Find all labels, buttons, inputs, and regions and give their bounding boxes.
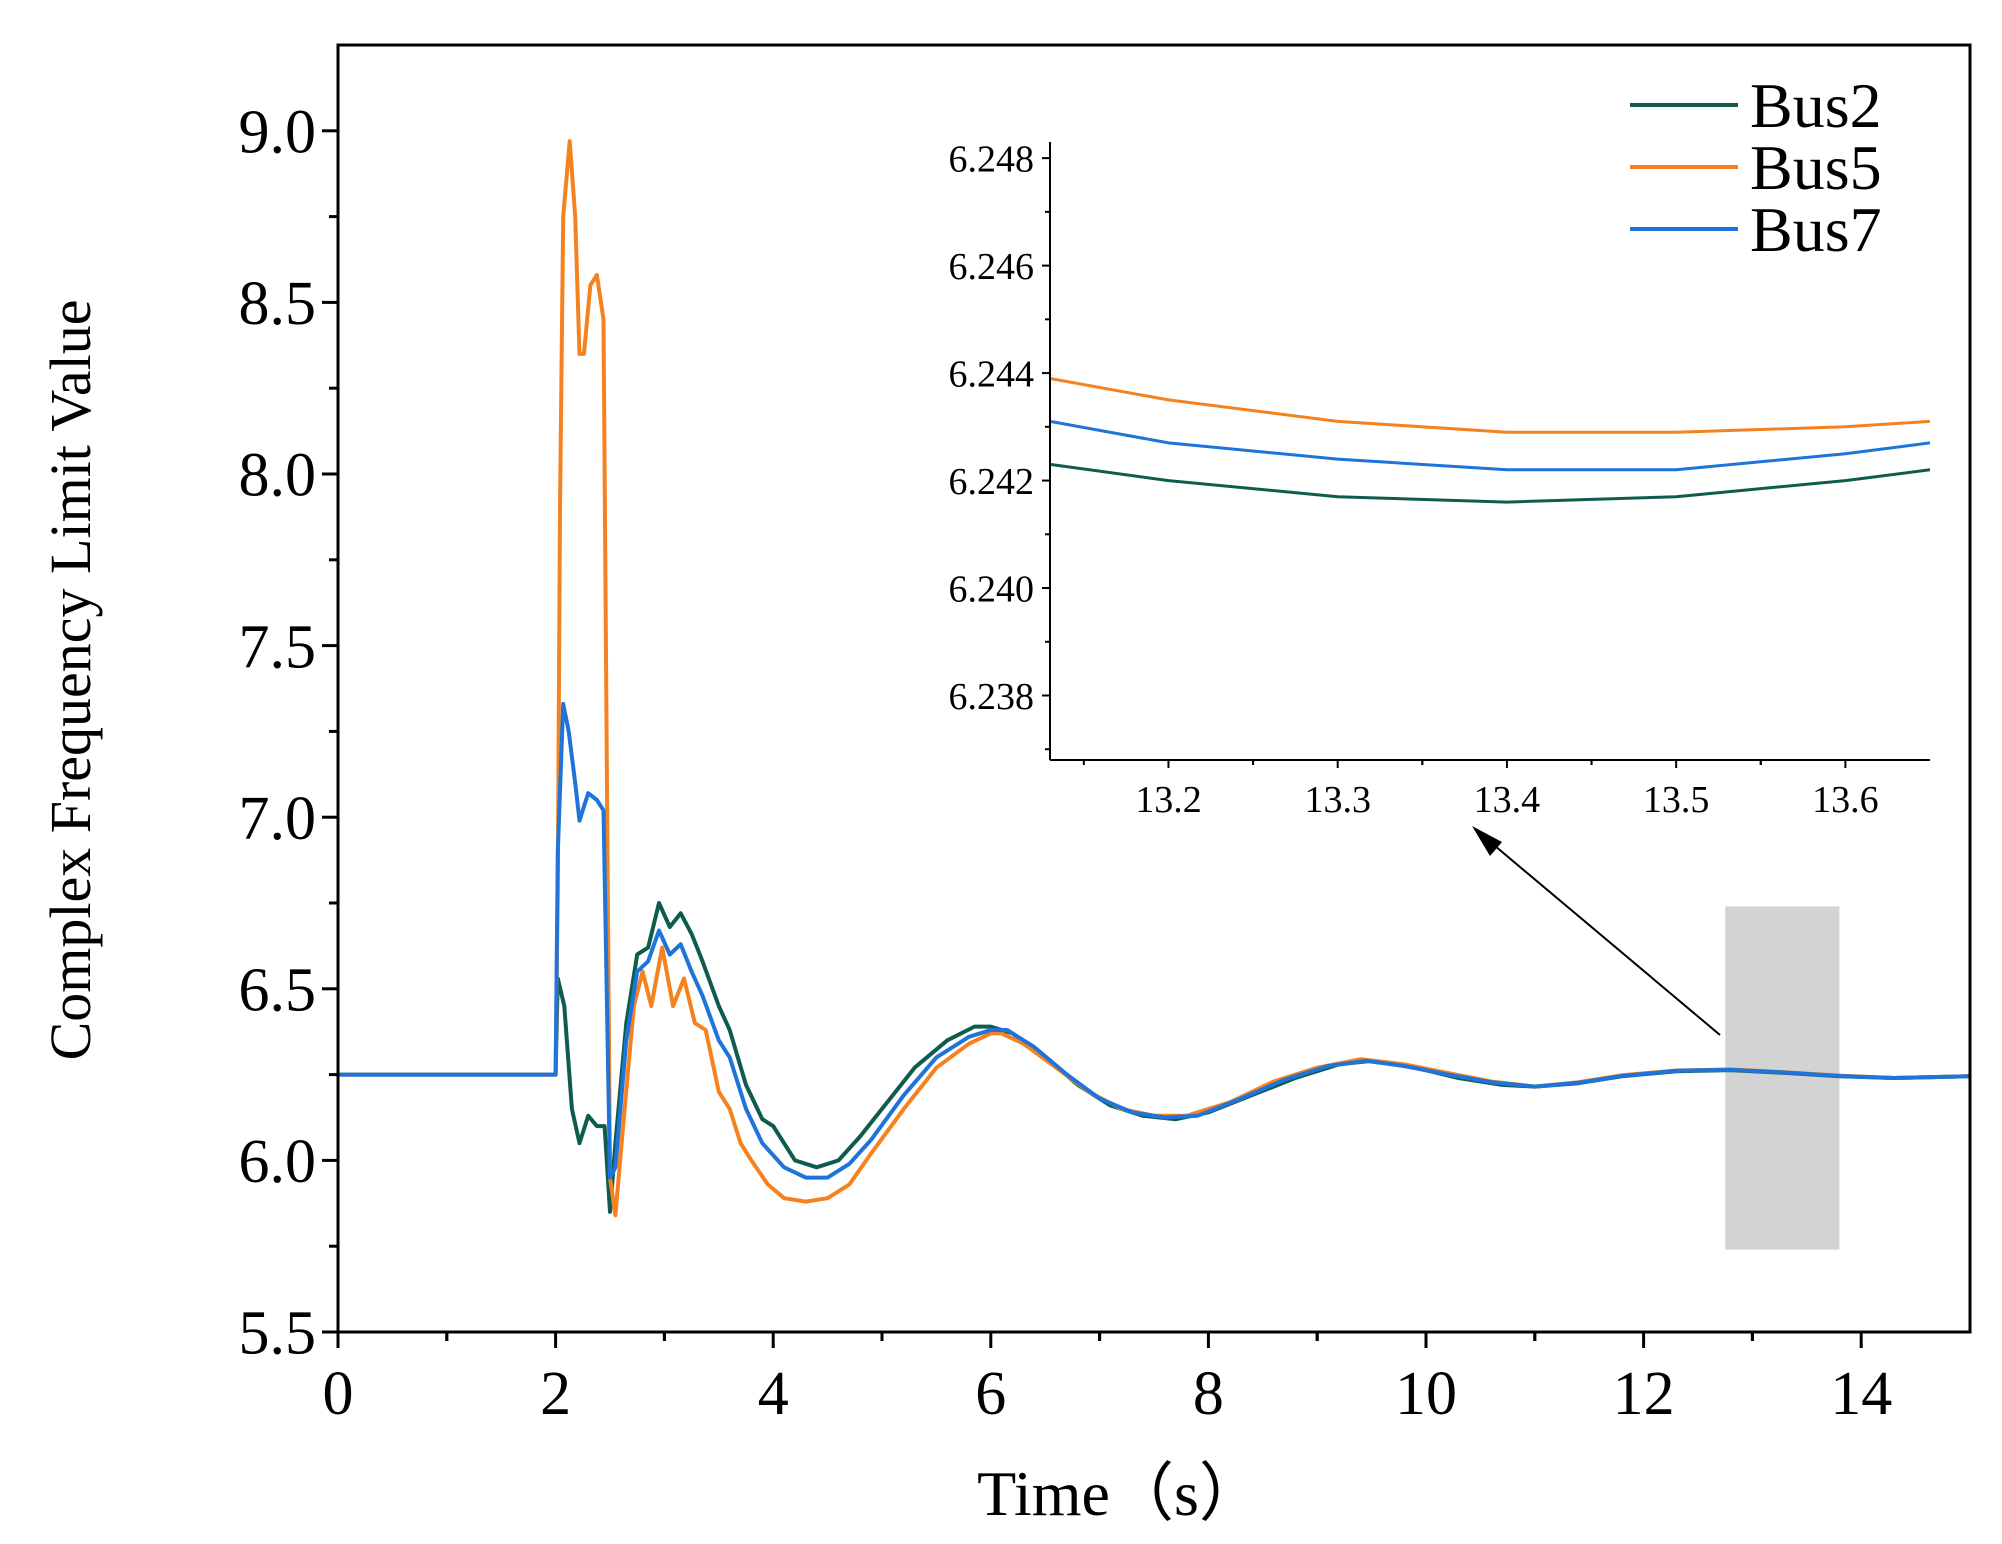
main-x-tick-label: 6	[975, 1360, 1006, 1428]
inset-x-tick-label: 13.6	[1812, 779, 1879, 821]
legend-label-bus2: Bus2	[1750, 70, 1882, 141]
inset-series-bus5	[1050, 377, 1930, 434]
main-x-tick-label: 8	[1193, 1360, 1224, 1428]
inset-y-tick-label: 6.240	[949, 568, 1035, 610]
inset-plot-area: 13.2 13.3 13.4 13.5 13.6 6.238 6.240 6.242 6.244…	[949, 138, 1930, 821]
inset-x-tick-label: 13.4	[1474, 779, 1541, 821]
inset-y-tick-label: 6.242	[949, 461, 1035, 503]
main-y-tick-label: 8.5	[239, 270, 317, 338]
main-highlight-region	[1725, 906, 1840, 1250]
main-x-tick-label: 2	[540, 1360, 571, 1428]
legend-label-bus7: Bus7	[1750, 194, 1882, 265]
zoom-arrowhead	[1472, 826, 1502, 856]
inset-x-tick-label: 13.3	[1304, 779, 1371, 821]
main-x-tick-label: 12	[1613, 1360, 1675, 1428]
y-axis-title: Complex Frequency Limit Value	[38, 300, 103, 1061]
inset-y-tick-label: 6.246	[949, 246, 1035, 288]
legend-label-bus5: Bus5	[1750, 132, 1882, 203]
main-plot-area: 0 2 4 6 8 10 12 14 5.5 6.0 6.5 7.0 7.5 8.0 8.5 9.0	[239, 43, 1972, 1428]
main-y-tick-label: 7.5	[239, 613, 317, 681]
main-series-bus7	[338, 701, 1970, 1180]
main-x-tick-label: 4	[758, 1360, 789, 1428]
main-x-tick-label: 10	[1395, 1360, 1457, 1428]
main-plot-frame	[336, 43, 1972, 1334]
main-y-tick-label: 8.0	[239, 442, 317, 510]
x-axis-title: Time（s）	[977, 1458, 1263, 1529]
main-y-tick-label: 7.0	[239, 785, 317, 853]
main-x-tick-label: 14	[1830, 1360, 1892, 1428]
inset-y-tick-label: 6.248	[949, 138, 1035, 180]
inset-series-bus7	[1050, 419, 1930, 472]
inset-x-tick-label: 13.5	[1643, 779, 1710, 821]
inset-series-bus2	[1050, 462, 1930, 504]
inset-x-tick-label: 13.2	[1135, 779, 1202, 821]
main-x-tick-label: 0	[323, 1360, 354, 1428]
main-y-tick-label: 6.0	[239, 1128, 317, 1196]
zoom-arrow	[1481, 834, 1721, 1036]
main-y-tick-label: 6.5	[239, 957, 317, 1025]
main-y-tick-label: 5.5	[239, 1300, 317, 1368]
inset-y-tick-label: 6.244	[949, 353, 1035, 395]
inset-y-tick-label: 6.238	[949, 676, 1035, 718]
main-y-tick-label: 9.0	[239, 99, 317, 167]
